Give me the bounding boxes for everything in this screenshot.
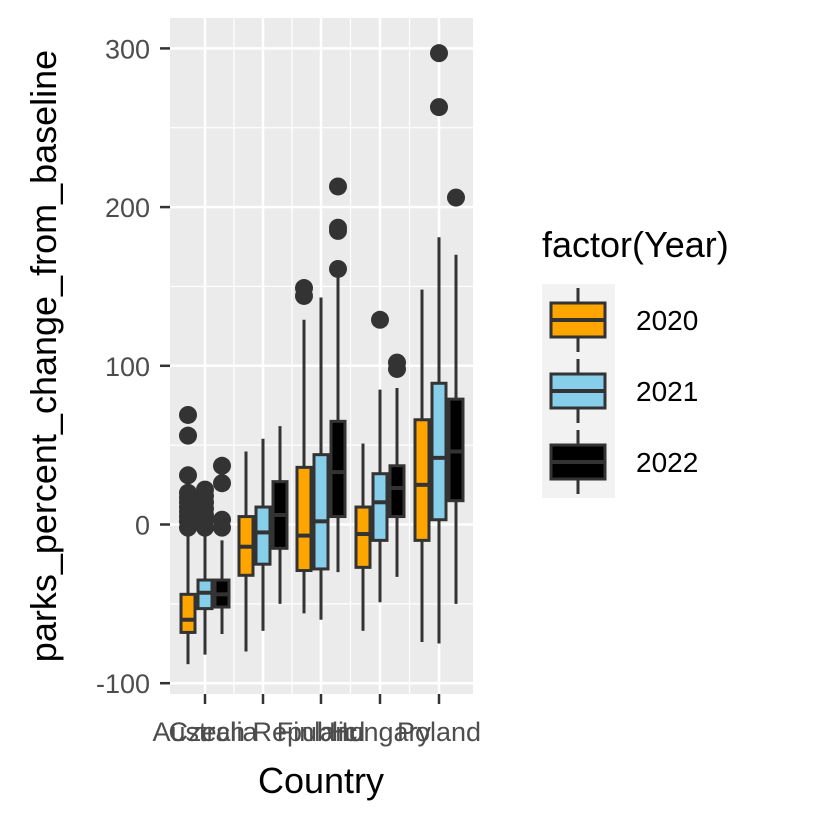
box-iqr — [254, 505, 272, 566]
box-hungary-2021 — [371, 310, 389, 603]
x-tick-label: Czech Republic — [168, 717, 357, 747]
outlier-point — [196, 480, 214, 499]
outlier-point — [371, 310, 389, 329]
box-iqr — [413, 418, 431, 542]
legend-key-2020: 2020 — [549, 288, 698, 352]
box-czech-republic-2020 — [237, 451, 255, 652]
legend-key-2021: 2021 — [549, 359, 698, 423]
box-finland-2021 — [312, 297, 330, 620]
y-tick-label: 200 — [105, 193, 150, 223]
box-australia-2022 — [213, 456, 231, 635]
outlier-point — [179, 466, 197, 485]
outlier-point — [213, 510, 231, 529]
x-axis-title: Country — [258, 760, 384, 801]
outlier-point — [430, 98, 448, 117]
outlier-point — [447, 188, 465, 207]
x-tick-label: Finland — [277, 717, 366, 747]
outlier-point — [329, 177, 347, 196]
y-tick-label: 100 — [105, 352, 150, 382]
box-hungary-2022 — [388, 353, 406, 577]
box-australia-2020 — [179, 405, 197, 665]
box-iqr — [329, 419, 347, 519]
outlier-point — [388, 353, 406, 372]
y-axis: -100 0 100 200 300 — [96, 34, 170, 699]
box-iqr — [388, 464, 406, 519]
box-iqr — [430, 381, 448, 522]
box-finland-2022 — [329, 177, 347, 573]
box-poland-2020 — [413, 289, 431, 642]
outlier-point — [179, 426, 197, 445]
box-czech-republic-2021 — [254, 438, 272, 631]
y-tick-label: 0 — [135, 511, 150, 541]
box-poland-2022 — [447, 188, 465, 604]
outlier-point — [329, 218, 347, 237]
box-series — [179, 44, 465, 665]
legend-title: factor(Year) — [542, 224, 729, 265]
x-tick-label: Hungary — [329, 717, 432, 747]
box-iqr — [354, 505, 372, 569]
y-tick-label: 300 — [105, 34, 150, 64]
outlier-point — [179, 483, 197, 502]
box-iqr — [312, 453, 330, 571]
series-2021 — [196, 44, 448, 655]
legend-label: 2021 — [636, 376, 698, 407]
box-iqr — [295, 465, 313, 573]
outlier-point — [295, 279, 313, 298]
outlier-point — [430, 44, 448, 63]
outlier-point — [213, 474, 231, 493]
x-tick-label: Poland — [397, 717, 481, 747]
box-iqr — [179, 592, 197, 634]
series-2020 — [179, 279, 431, 665]
legend-label: 2022 — [636, 447, 698, 478]
box-czech-republic-2022 — [271, 426, 289, 604]
box-hungary-2020 — [354, 443, 372, 631]
outlier-point — [179, 405, 197, 424]
legend-label: 2020 — [636, 305, 698, 336]
box-poland-2021 — [430, 44, 448, 644]
legend: factor(Year) 2020 2021 2022 — [542, 224, 729, 498]
outlier-point — [329, 259, 347, 278]
box-finland-2020 — [295, 279, 313, 614]
outlier-point — [213, 456, 231, 475]
box-iqr — [371, 472, 389, 542]
y-tick-label: -100 — [96, 669, 150, 699]
y-axis-title: parks_percent_change_from_baseline — [23, 50, 64, 662]
x-tick-label: Australia — [152, 717, 258, 747]
box-australia-2021 — [196, 480, 214, 655]
series-2022 — [213, 177, 465, 635]
legend-key-2022: 2022 — [549, 430, 698, 494]
